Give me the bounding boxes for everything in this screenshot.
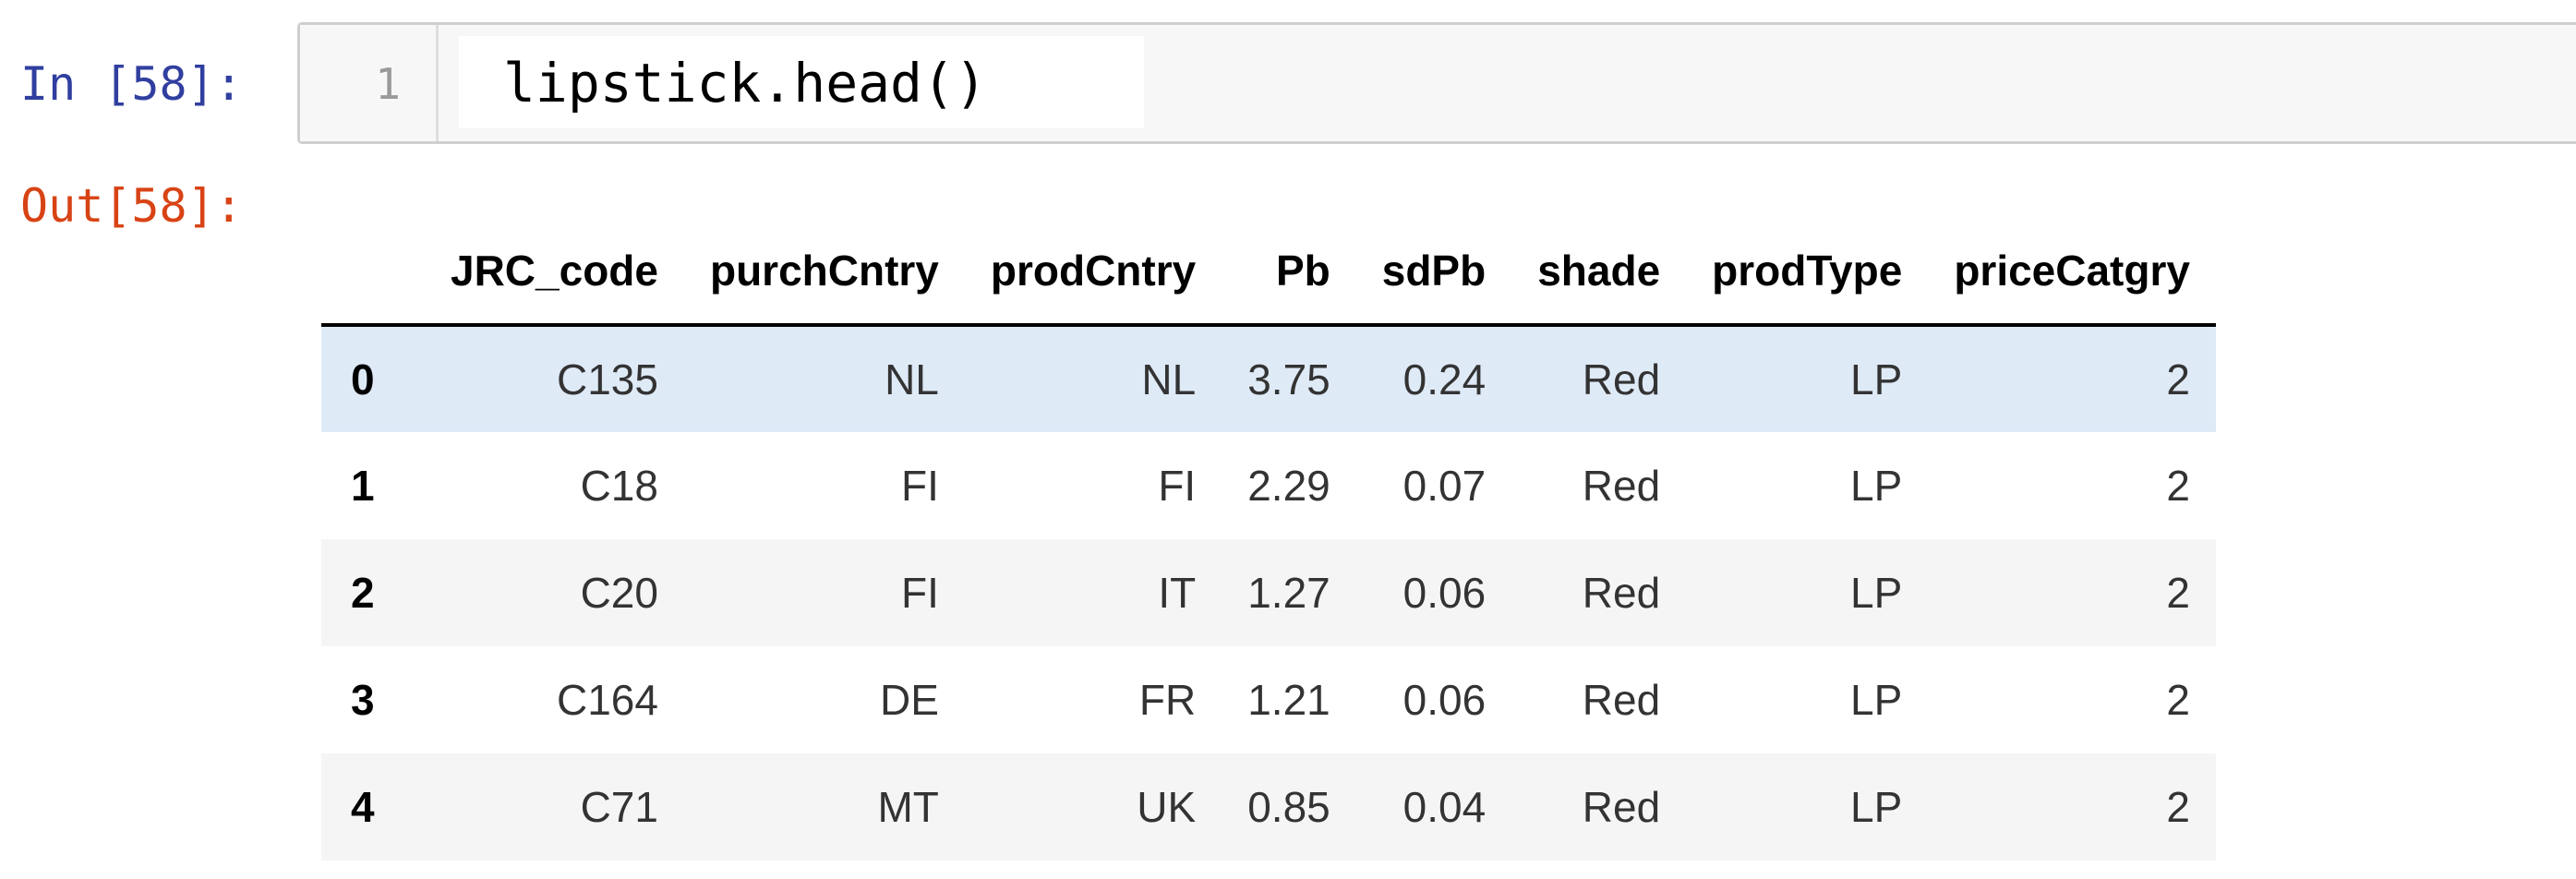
table-cell: Red bbox=[1582, 569, 1661, 617]
table-row: 3 C164 DE FR 1.21 0.06 Red LP 2 bbox=[321, 646, 2216, 753]
row-index: 4 bbox=[351, 783, 375, 831]
table-header-row: JRC_code purchCntry prodCntry Pb sdPb sh… bbox=[321, 218, 2216, 327]
table-cell: MT bbox=[877, 783, 939, 831]
column-header-sd-pb: sdPb bbox=[1355, 218, 1512, 327]
table-cell: 2 bbox=[2166, 355, 2190, 403]
table-cell: NL bbox=[1141, 355, 1197, 403]
row-index: 1 bbox=[351, 462, 375, 510]
table-cell: 3.75 bbox=[1247, 355, 1330, 403]
table-row: 4 C71 MT UK 0.85 0.04 Red LP 2 bbox=[321, 753, 2216, 861]
table-cell: 2 bbox=[2166, 783, 2190, 831]
table-cell: LP bbox=[1850, 783, 1903, 831]
index-column-header bbox=[321, 218, 425, 327]
column-header-jrc-code: JRC_code bbox=[425, 218, 684, 327]
table-cell: 2 bbox=[2166, 462, 2190, 510]
table-cell: 2 bbox=[2166, 676, 2190, 724]
table-cell: 1.21 bbox=[1247, 676, 1330, 724]
row-index: 3 bbox=[351, 676, 375, 724]
table-cell: Red bbox=[1582, 676, 1661, 724]
line-number: 1 bbox=[375, 59, 401, 109]
table-cell: LP bbox=[1850, 462, 1903, 510]
column-header-prod-cntry: prodCntry bbox=[964, 218, 1222, 327]
table-cell: FR bbox=[1138, 676, 1197, 724]
column-header-shade: shade bbox=[1511, 218, 1687, 327]
table-cell: 0.06 bbox=[1402, 676, 1487, 724]
table-cell: 0.04 bbox=[1402, 783, 1487, 831]
table-cell: C164 bbox=[557, 676, 658, 724]
output-prompt: Out[58]: bbox=[20, 179, 243, 233]
active-line-highlight bbox=[459, 36, 1144, 128]
table-cell: 0.85 bbox=[1247, 783, 1330, 831]
table-cell: LP bbox=[1850, 676, 1903, 724]
row-index: 2 bbox=[351, 569, 375, 617]
table-cell: FI bbox=[900, 569, 939, 617]
table-cell: LP bbox=[1850, 355, 1903, 403]
table-cell: 2.29 bbox=[1247, 462, 1330, 510]
table-cell: Red bbox=[1582, 783, 1661, 831]
column-header-purch-cntry: purchCntry bbox=[683, 218, 965, 327]
table-cell: 0.07 bbox=[1402, 462, 1487, 510]
dataframe-table: JRC_code purchCntry prodCntry Pb sdPb sh… bbox=[321, 218, 2216, 861]
row-index: 0 bbox=[351, 355, 375, 403]
code-text[interactable]: lipstick.head() bbox=[503, 52, 987, 114]
table-cell: 0.24 bbox=[1402, 355, 1487, 403]
table-cell: IT bbox=[1158, 569, 1197, 617]
table-row: 0 C135 NL NL 3.75 0.24 Red LP 2 bbox=[321, 325, 2216, 432]
table-cell: 0.06 bbox=[1402, 569, 1487, 617]
code-cell-editor[interactable]: 1 lipstick.head() bbox=[297, 22, 2576, 144]
table-cell: FI bbox=[1158, 462, 1197, 510]
table-row: 2 C20 FI IT 1.27 0.06 Red LP 2 bbox=[321, 539, 2216, 646]
table-cell: C135 bbox=[557, 355, 658, 403]
column-header-pb: Pb bbox=[1222, 218, 1356, 327]
input-prompt: In [58]: bbox=[20, 57, 243, 111]
table-cell: FI bbox=[900, 462, 939, 510]
table-cell: 1.27 bbox=[1247, 569, 1330, 617]
table-cell: LP bbox=[1850, 569, 1903, 617]
table-cell: C71 bbox=[580, 783, 658, 831]
table-cell: C20 bbox=[580, 569, 658, 617]
table-cell: NL bbox=[885, 355, 939, 403]
table-row: 1 C18 FI FI 2.29 0.07 Red LP 2 bbox=[321, 432, 2216, 539]
table-cell: 2 bbox=[2166, 569, 2190, 617]
table-cell: DE bbox=[879, 676, 939, 724]
line-number-gutter: 1 bbox=[300, 25, 439, 141]
table-cell: UK bbox=[1137, 783, 1197, 831]
column-header-price-catgry: priceCatgry bbox=[1928, 218, 2216, 327]
table-cell: Red bbox=[1582, 462, 1661, 510]
table-cell: Red bbox=[1582, 355, 1661, 403]
column-header-prod-type: prodType bbox=[1686, 218, 1929, 327]
table-cell: C18 bbox=[580, 462, 658, 510]
